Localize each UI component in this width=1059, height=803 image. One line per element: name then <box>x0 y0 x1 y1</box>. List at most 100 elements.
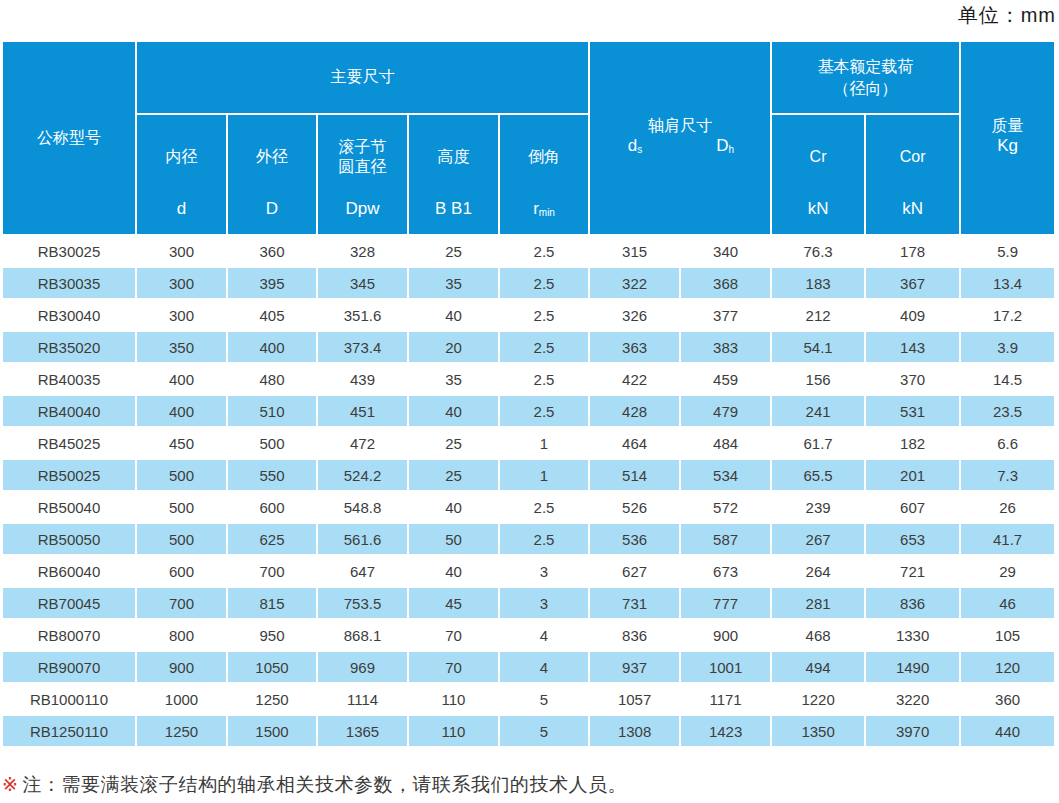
value-cell: 500 <box>136 491 227 523</box>
value-cell: 360 <box>960 683 1055 715</box>
value-cell: 3220 <box>865 683 960 715</box>
value-cell: 531 <box>865 395 960 427</box>
bearing-spec-table: 公称型号 主要尺寸 轴肩尺寸 ds Dh 基本额定载荷 （径向） <box>1 40 1056 748</box>
shoulder-dimensions-label: 轴肩尺寸 <box>590 106 770 136</box>
value-cell: 300 <box>136 267 227 299</box>
value-cell: 370 <box>865 363 960 395</box>
chamfer-symbol: rmin <box>500 199 588 234</box>
value-cell: 45 <box>408 587 499 619</box>
value-cell: 2.5 <box>499 331 589 363</box>
value-cell: 868.1 <box>317 619 408 651</box>
value-cell: 267 <box>771 523 865 555</box>
model-cell: RB90070 <box>2 651 136 683</box>
col-header-dh: Dh <box>680 136 770 156</box>
basic-load-label-line1: 基本额定载荷 <box>772 56 959 78</box>
mass-label: 质量 <box>961 106 1054 136</box>
table-row: RB40035400480439352.542245915637014.5 <box>2 363 1055 395</box>
col-header-chamfer: 倒角 rmin <box>499 114 589 235</box>
value-cell: 315 <box>589 235 680 267</box>
value-cell: 241 <box>771 395 865 427</box>
value-cell: 479 <box>680 395 771 427</box>
model-cell: RB1250110 <box>2 715 136 747</box>
value-cell: 40 <box>408 395 499 427</box>
value-cell: 700 <box>136 587 227 619</box>
value-cell: 524.2 <box>317 459 408 491</box>
col-header-height: 高度 B B1 <box>408 114 499 235</box>
value-cell: 395 <box>227 267 317 299</box>
value-cell: 7.3 <box>960 459 1055 491</box>
col-header-cor: Cor kN <box>865 114 960 235</box>
inner-diameter-label: 内径 <box>137 115 226 199</box>
value-cell: 143 <box>865 331 960 363</box>
value-cell: 900 <box>136 651 227 683</box>
value-cell: 1050 <box>227 651 317 683</box>
value-cell: 76.3 <box>771 235 865 267</box>
col-header-inner-diameter: 内径 d <box>136 114 227 235</box>
table-row: RB6004060070064740362767326472129 <box>2 555 1055 587</box>
value-cell: 5 <box>499 683 589 715</box>
value-cell: 464 <box>589 427 680 459</box>
value-cell: 14.5 <box>960 363 1055 395</box>
value-cell: 2.5 <box>499 299 589 331</box>
value-cell: 587 <box>680 523 771 555</box>
value-cell: 40 <box>408 299 499 331</box>
value-cell: 572 <box>680 491 771 523</box>
value-cell: 969 <box>317 651 408 683</box>
value-cell: 264 <box>771 555 865 587</box>
value-cell: 2.5 <box>499 235 589 267</box>
col-group-main-dimensions: 主要尺寸 <box>136 41 589 114</box>
table-header: 公称型号 主要尺寸 轴肩尺寸 ds Dh 基本额定载荷 （径向） <box>2 41 1055 235</box>
model-cell: RB50050 <box>2 523 136 555</box>
value-cell: 561.6 <box>317 523 408 555</box>
value-cell: 40 <box>408 555 499 587</box>
value-cell: 70 <box>408 651 499 683</box>
cor-unit: kN <box>866 199 959 234</box>
value-cell: 1 <box>499 459 589 491</box>
cor-symbol: Cor <box>866 115 959 199</box>
header-row-subcolumns: 内径 d 外径 D 滚子节圆直径 Dpw 高度 B B1 <box>2 114 1055 235</box>
value-cell: 510 <box>227 395 317 427</box>
value-cell: 550 <box>227 459 317 491</box>
value-cell: 35 <box>408 363 499 395</box>
value-cell: 400 <box>227 331 317 363</box>
value-cell: 340 <box>680 235 771 267</box>
value-cell: 201 <box>865 459 960 491</box>
value-cell: 937 <box>589 651 680 683</box>
value-cell: 468 <box>771 619 865 651</box>
value-cell: 721 <box>865 555 960 587</box>
value-cell: 367 <box>865 267 960 299</box>
model-cell: RB40035 <box>2 363 136 395</box>
cr-symbol: Cr <box>772 115 864 199</box>
value-cell: 4 <box>499 651 589 683</box>
col-group-shoulder-dimensions: 轴肩尺寸 ds Dh <box>589 41 771 235</box>
value-cell: 422 <box>589 363 680 395</box>
table-row: RB30025300360328252.531534076.31785.9 <box>2 235 1055 267</box>
table-body: RB30025300360328252.531534076.31785.9RB3… <box>2 235 1055 747</box>
value-cell: 281 <box>771 587 865 619</box>
table-row: RB50025500550524.225151453465.52017.3 <box>2 459 1055 491</box>
value-cell: 377 <box>680 299 771 331</box>
value-cell: 25 <box>408 459 499 491</box>
value-cell: 326 <box>589 299 680 331</box>
chamfer-label: 倒角 <box>500 115 588 199</box>
value-cell: 2.5 <box>499 267 589 299</box>
value-cell: 400 <box>136 395 227 427</box>
value-cell: 526 <box>589 491 680 523</box>
value-cell: 322 <box>589 267 680 299</box>
value-cell: 900 <box>680 619 771 651</box>
value-cell: 50 <box>408 523 499 555</box>
value-cell: 484 <box>680 427 771 459</box>
model-cell: RB30040 <box>2 299 136 331</box>
table-row: RB30035300395345352.532236818336713.4 <box>2 267 1055 299</box>
value-cell: 1 <box>499 427 589 459</box>
table-row: RB10001101000125011141105105711711220322… <box>2 683 1055 715</box>
value-cell: 1490 <box>865 651 960 683</box>
value-cell: 29 <box>960 555 1055 587</box>
value-cell: 2.5 <box>499 395 589 427</box>
value-cell: 1057 <box>589 683 680 715</box>
value-cell: 1365 <box>317 715 408 747</box>
value-cell: 607 <box>865 491 960 523</box>
table-row: RB80070800950868.17048369004681330105 <box>2 619 1055 651</box>
col-header-outer-diameter: 外径 D <box>227 114 317 235</box>
value-cell: 6.6 <box>960 427 1055 459</box>
